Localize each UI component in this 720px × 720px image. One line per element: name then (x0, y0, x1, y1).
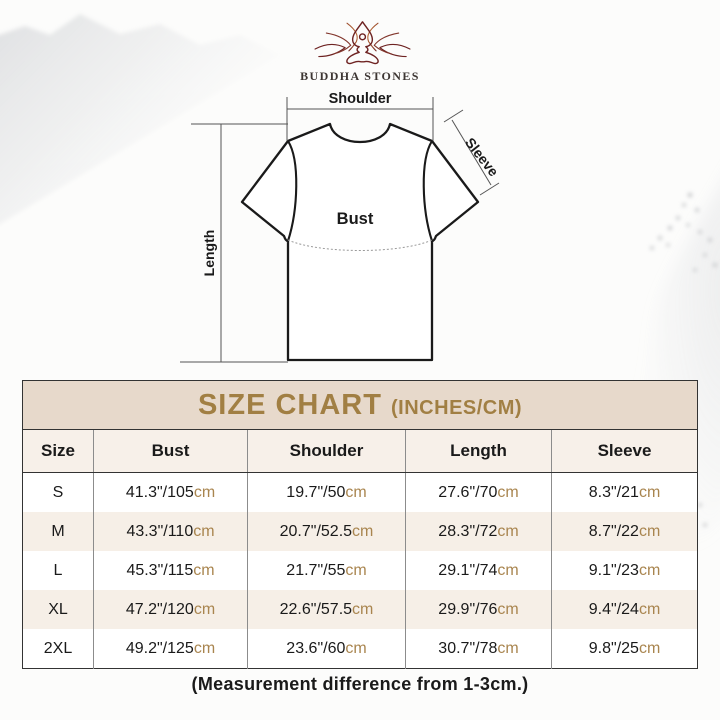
svg-text:Bust: Bust (337, 210, 374, 228)
svg-text:Sleeve: Sleeve (462, 135, 502, 180)
svg-text:Length: Length (201, 230, 217, 277)
svg-text:Shoulder: Shoulder (329, 91, 392, 107)
